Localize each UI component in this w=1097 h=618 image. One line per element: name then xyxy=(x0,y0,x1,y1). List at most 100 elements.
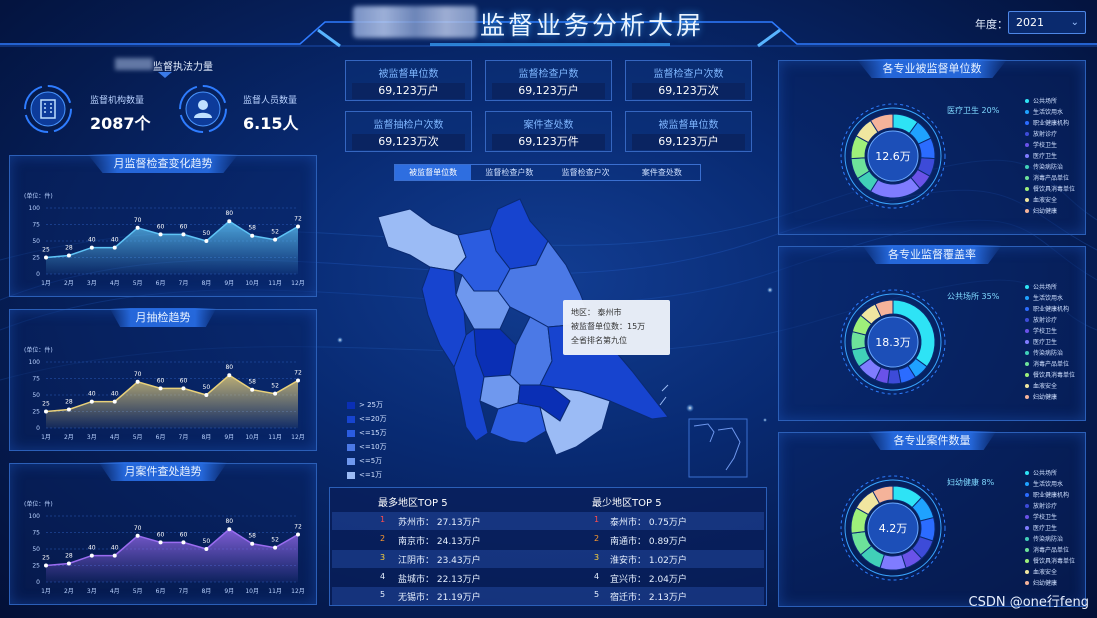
x-tick-label: 9月 xyxy=(224,434,234,441)
y-tick-label: 25 xyxy=(32,563,40,570)
legend-label: 医疗卫生 xyxy=(1033,152,1057,160)
map-region-xuzhou[interactable] xyxy=(377,208,467,272)
legend-swatch xyxy=(1025,198,1029,202)
header-frame xyxy=(0,21,1097,48)
data-point xyxy=(227,527,232,532)
data-point xyxy=(135,225,140,230)
legend-swatch xyxy=(1025,165,1029,169)
data-label: 40 xyxy=(88,237,96,244)
year-label: 年度： xyxy=(975,18,1008,31)
data-point xyxy=(112,553,117,558)
data-point xyxy=(158,386,163,391)
legend-label: 餐饮具消毒单位 xyxy=(1033,371,1075,379)
tooltip-rank: 全省排名第九位 xyxy=(571,336,627,345)
x-tick-label: 4月 xyxy=(110,588,120,595)
legend-label: 消毒产品单位 xyxy=(1033,360,1069,368)
x-tick-label: 12月 xyxy=(291,434,305,441)
legend-label: 生活饮用水 xyxy=(1033,480,1063,488)
data-point xyxy=(44,563,48,568)
data-point xyxy=(227,373,232,378)
donut-outer-ring xyxy=(840,475,946,581)
x-tick-label: 7月 xyxy=(179,588,189,595)
table-row: 4 盐城市： 22.13万户 4 宜兴市： 2.04万户 xyxy=(332,569,764,587)
data-label: 58 xyxy=(248,225,256,232)
legend-label: 传染病防治 xyxy=(1033,163,1063,171)
kpi-staff-value: 6.15人 xyxy=(243,114,299,133)
data-point xyxy=(273,545,278,550)
legend-swatch xyxy=(1025,537,1029,541)
tooltip-value: 被监督单位数：15万 xyxy=(571,322,646,331)
map-legend-item: <=15万 xyxy=(347,428,387,438)
stat-box: 监督检查户数 69,123万户 xyxy=(485,60,612,101)
legend-label: <=5万 xyxy=(359,457,383,465)
kpi-staff-label: 监督人员数量 xyxy=(243,96,298,106)
legend-label: 生活饮用水 xyxy=(1033,108,1063,116)
table-row: 5 无锡市： 21.19万户 5 宿迁市： 2.13万户 xyxy=(332,587,764,605)
map-region-huaian-west[interactable] xyxy=(421,266,467,369)
y-tick-label: 100 xyxy=(29,205,41,212)
y-tick-label: 100 xyxy=(29,513,41,520)
tab-case-count[interactable]: 案件查处数 xyxy=(641,168,682,177)
map-region-nanjing[interactable] xyxy=(453,328,489,442)
legend-swatch xyxy=(1025,581,1029,585)
series-area xyxy=(46,221,298,274)
data-label: 80 xyxy=(225,364,233,371)
x-tick-label: 9月 xyxy=(224,588,234,595)
x-tick-label: 10月 xyxy=(245,280,259,287)
data-label: 25 xyxy=(42,401,50,408)
tab-supervised-units[interactable]: 被监督单位数 xyxy=(395,165,472,180)
map-region-sea-islands xyxy=(659,384,669,406)
legend-label: 公共场所 xyxy=(1033,469,1057,477)
data-label: 50 xyxy=(203,538,211,545)
data-label: 28 xyxy=(65,399,73,406)
rank-text: 宿迁市： 2.13万户 xyxy=(610,593,687,603)
data-point xyxy=(66,407,71,412)
rank-text: 江阴市： 23.43万户 xyxy=(398,556,481,566)
tab-inspection-times[interactable]: 监督检查户次 xyxy=(561,168,610,177)
rank-number: 2 xyxy=(594,534,600,543)
title-redacted-logo xyxy=(353,6,477,38)
data-label: 70 xyxy=(134,371,142,378)
stat-label: 监督抽检户次数 xyxy=(373,120,444,131)
data-label: 40 xyxy=(88,391,96,398)
legend-label: <=10万 xyxy=(359,443,387,451)
donut-highlight-label: 公共场所 35% xyxy=(947,291,1000,301)
donut-outer-ring xyxy=(840,289,946,395)
data-point xyxy=(181,232,186,237)
data-label: 40 xyxy=(111,237,119,244)
year-select[interactable]: 2021 ⌄ xyxy=(1008,11,1086,34)
series-line xyxy=(45,220,299,259)
data-point xyxy=(250,541,255,546)
tab-inspection-households[interactable]: 监督检查户数 xyxy=(485,168,534,177)
panel-title: 月抽检趋势 xyxy=(109,308,217,327)
donut-center-value: 18.3万 xyxy=(875,336,911,349)
data-label: 80 xyxy=(225,210,233,217)
panel-monthly-inspection: 月监督检查变化趋势 (单位：件) 0 25 50 75 100 25 1月 28 2月 40 3月 40… xyxy=(9,154,317,297)
rank-number: 4 xyxy=(594,572,600,581)
legend-label: 妇幼健康 xyxy=(1033,207,1057,215)
y-unit-label: (单位：件) xyxy=(24,192,53,200)
legend-label: <=20万 xyxy=(359,415,387,423)
rank-text: 盐城市： 22.13万户 xyxy=(398,575,481,585)
x-tick-label: 11月 xyxy=(268,434,282,441)
legend-swatch xyxy=(1025,395,1029,399)
x-tick-label: 6月 xyxy=(156,434,166,441)
legend-swatch xyxy=(1025,296,1029,300)
legend-label: 放射诊疗 xyxy=(1033,316,1057,324)
y-unit-label: (单位：件) xyxy=(24,346,53,354)
map-region-changzhou[interactable] xyxy=(489,402,547,444)
data-point xyxy=(204,239,209,243)
data-label: 52 xyxy=(271,229,279,236)
data-point xyxy=(296,378,300,383)
stat-value: 69,123万件 xyxy=(492,134,605,150)
donut-slice xyxy=(872,485,894,505)
coverage-donut-chart: 18.3万 公共场所 35% 公共场所生活饮用水职业健康机构放射诊疗学校卫生医疗卫生… xyxy=(840,283,1075,401)
legend-swatch xyxy=(1025,362,1029,366)
map-region-suzhou[interactable] xyxy=(539,386,611,456)
data-label: 60 xyxy=(180,377,188,384)
x-tick-label: 10月 xyxy=(245,588,259,595)
rank-text: 苏州市： 27.13万户 xyxy=(398,518,481,528)
x-tick-label: 10月 xyxy=(245,434,259,441)
donut-highlight-label: 医疗卫生 20% xyxy=(947,105,1000,115)
data-label: 40 xyxy=(111,545,119,552)
